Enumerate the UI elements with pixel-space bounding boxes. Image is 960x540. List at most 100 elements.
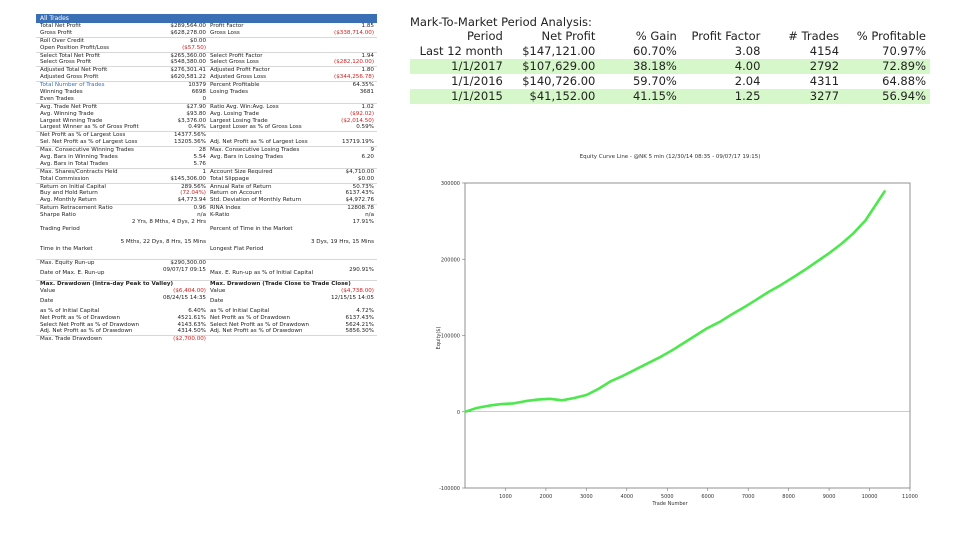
mtm-cell: 3.08 — [734, 44, 761, 58]
report-label: Open Position Profit/Loss — [40, 44, 110, 51]
report-rows-main: Total Net Profit $289,564.00 Profit Factor… — [36, 23, 377, 219]
x-tick-label: 6000 — [701, 494, 714, 500]
equity-point — [585, 394, 588, 396]
report-label: Return Retracement Ratio — [40, 205, 113, 212]
mtm-cell: 1/1/2017 — [410, 59, 507, 74]
plot-area-frame — [464, 182, 911, 489]
mtm-row: 1/1/2016 $140,726.00 59.70% 2.04 4311 64… — [410, 74, 930, 89]
report-value: $4,710.00 — [345, 168, 374, 175]
mtm-cell: $107,629.00 — [506, 59, 600, 74]
x-tick-label: 5000 — [661, 494, 674, 500]
report-value: 14377.56% — [173, 132, 206, 139]
report-label: Profit Factor — [210, 23, 244, 29]
report-row: Max. Equity Run-up $290,300.00 — [36, 259, 377, 267]
x-tick-label: 7000 — [742, 494, 755, 500]
report-label: Buy and Hold Return — [40, 190, 98, 197]
equity-point — [561, 399, 563, 402]
report-label: Select Net Profit as % of Drawdown — [210, 321, 310, 328]
report-row: Max. Trade Drawdown ($2,700.00) — [36, 335, 377, 343]
report-value: 50.73% — [352, 183, 374, 190]
report-row: Date of Max. E. Run-up 09/07/17 09:15 Max.… — [36, 267, 377, 280]
report-value: 290.91% — [349, 266, 374, 273]
equity-point — [791, 276, 794, 279]
report-label: Avg. Bars in Winning Trades — [40, 154, 118, 161]
report-row: Sel. Net Profit as % of Largest Loss 1320… — [36, 139, 377, 146]
report-label: Net Profit as % of Drawdown — [40, 314, 121, 321]
mtm-cell: 41.15% — [599, 89, 681, 104]
report-row: Max. Shares/Contracts Held 1 Account Size … — [36, 167, 377, 176]
report-value: 3 Dys, 19 Hrs, 15 Mins — [310, 239, 374, 246]
report-row: Avg. Winning Trade $93.80 Avg. Losing Trad… — [36, 111, 377, 118]
report-value: 0.59% — [356, 124, 374, 131]
y-tick-label: 300000 — [441, 181, 460, 187]
report-label: Total Commission — [40, 175, 89, 182]
report-value: 4.72% — [356, 307, 374, 314]
report-label: Time in the Market — [40, 246, 93, 253]
report-row: Time in the Market 5 Mths, 22 Dys, 8 Hrs,… — [36, 239, 377, 259]
report-label: Max. Shares/Contracts Held — [40, 168, 118, 175]
report-label: Adjusted Profit Factor — [210, 67, 270, 74]
report-value: 1.94 — [361, 52, 374, 59]
report-value: ($2,700.00) — [173, 336, 206, 343]
equity-line — [464, 190, 886, 414]
report-label: Date — [40, 297, 54, 304]
equity-point — [828, 252, 830, 255]
equity-point — [682, 342, 685, 345]
equity-point — [852, 232, 855, 235]
report-label: Account Size Required — [210, 168, 273, 175]
report-value: 1 — [202, 168, 206, 175]
report-row: Adjusted Total Net Profit $276,301.41 Adju… — [36, 66, 377, 74]
report-value: 6137.43% — [345, 190, 374, 197]
x-tick-label: 4000 — [620, 494, 633, 500]
mtm-cell: 2.04 — [734, 74, 761, 88]
report-value: 5624.21% — [345, 321, 374, 328]
report-value: 1.02 — [361, 103, 374, 110]
report-row: Avg. Bars in Total Trades 5.76 — [36, 161, 377, 168]
report-value: 0 — [202, 95, 206, 102]
report-label: Adjusted Gross Loss — [210, 74, 267, 81]
report-label: Total Slippage — [210, 175, 250, 182]
report-value: 10379 — [188, 82, 206, 89]
equity-point — [464, 410, 466, 413]
report-value: 28 — [198, 147, 206, 154]
report-row: Largest Winning Trade $3,376.00 Largest Lo… — [36, 118, 377, 125]
y-tick-label: 200000 — [441, 257, 460, 263]
report-value: ($338,714.00) — [334, 29, 374, 36]
report-row: Buy and Hold Return (72.04%) Return on Acc… — [36, 190, 377, 197]
report-label: as % of Initial Capital — [40, 307, 100, 314]
mtm-cell: $147,121.00 — [522, 44, 596, 58]
report-value: 13205.36% — [173, 139, 206, 146]
equity-point — [549, 397, 551, 400]
report-label: Select Net Profit as % of Drawdown — [40, 321, 140, 328]
report-value: $93.80 — [186, 110, 206, 117]
equity-point — [536, 398, 539, 401]
report-value: 5.54 — [193, 154, 206, 161]
report-label: Select Gross Loss — [210, 59, 259, 66]
report-label: Largest Winner as % of Gross Profit — [40, 124, 139, 131]
report-label: Adjusted Total Net Profit — [40, 67, 108, 74]
report-value: 6.40% — [188, 307, 206, 314]
report-value: $4,773.94 — [177, 197, 206, 204]
report-label: Max. Consecutive Winning Trades — [40, 147, 134, 154]
report-value: 5.76 — [193, 160, 206, 167]
mtm-table: Period Net Profit % Gain Profit Factor #… — [410, 29, 930, 104]
x-tick-label: 8000 — [782, 494, 795, 500]
mtm-col-profit-factor: Profit Factor — [691, 29, 761, 43]
report-value: 6.20 — [361, 154, 374, 161]
x-tick-label: 3000 — [580, 494, 593, 500]
report-label: Percent of Time in the Market — [210, 226, 293, 233]
report-value: 289.56% — [181, 183, 206, 190]
mtm-cell: 1/1/2015 — [410, 89, 507, 104]
report-label: Longest Flat Period — [210, 246, 264, 253]
report-value: ($6,404.00) — [173, 287, 206, 294]
equity-point — [634, 368, 636, 371]
report-row: as % of Initial Capital 6.40% as % of Init… — [36, 308, 377, 315]
report-row: Total Commission $145,306.00 Total Slippag… — [36, 176, 377, 183]
equity-point — [718, 320, 721, 323]
report-row: Adj. Net Profit as % of Drawdown 4314.50%… — [36, 328, 377, 335]
report-row: Max. Consecutive Winning Trades 28 Max. Co… — [36, 146, 377, 154]
report-label: Net Profit as % of Largest Loss — [40, 132, 126, 139]
report-value: 4314.50% — [177, 328, 206, 335]
report-label: Roll Over Credit — [40, 37, 84, 44]
report-label: Net Profit as % of Drawdown — [210, 314, 291, 321]
